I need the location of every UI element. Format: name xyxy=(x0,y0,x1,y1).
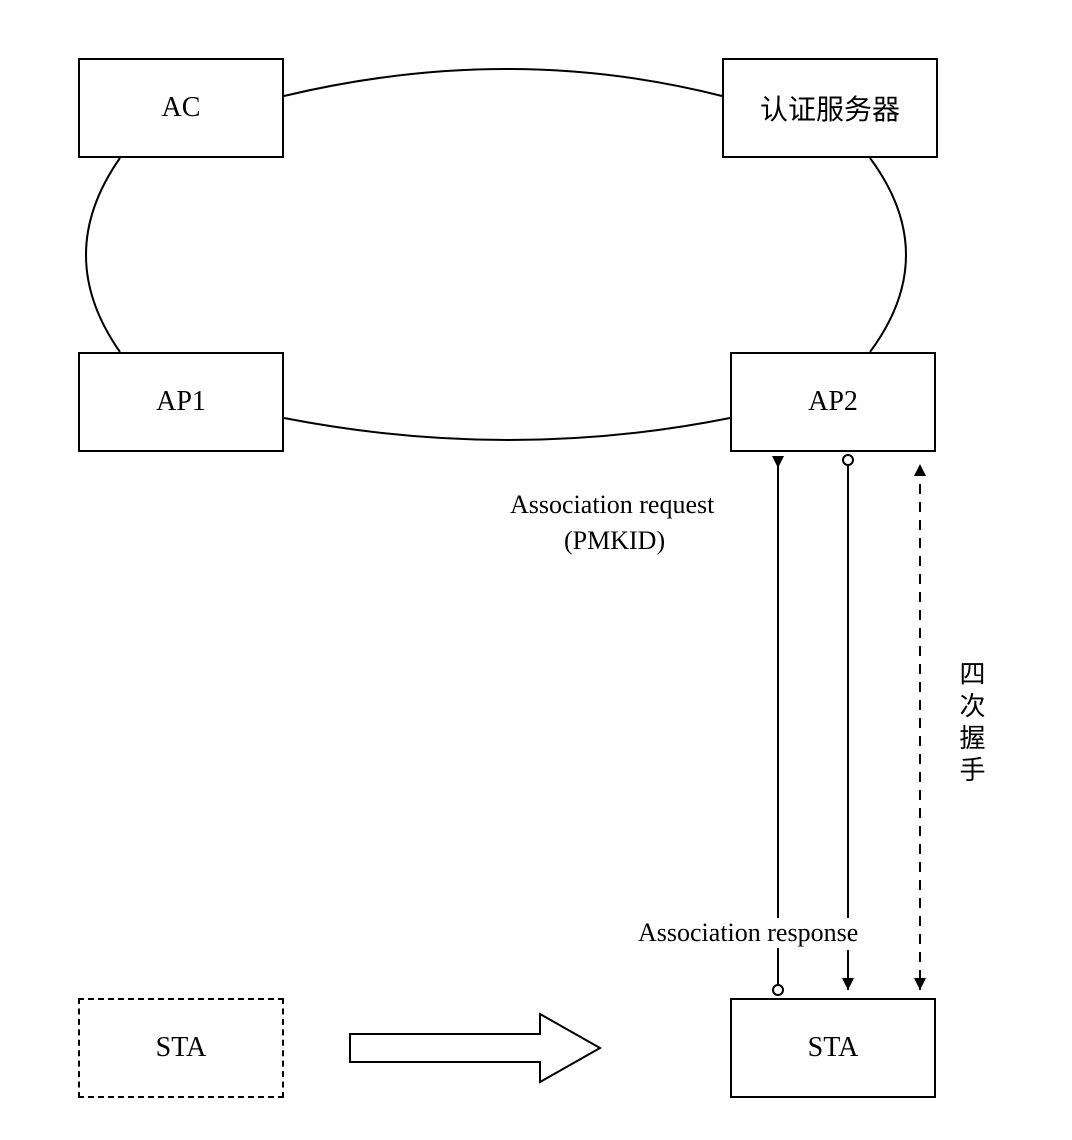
node-sta-new-label: STA xyxy=(808,1032,859,1064)
diagram-canvas xyxy=(0,0,1072,1140)
node-ap1-label: AP1 xyxy=(156,386,206,418)
node-sta-new: STA xyxy=(730,998,936,1098)
arrow-sta-move xyxy=(350,1014,600,1082)
node-ap2-label: AP2 xyxy=(808,386,858,418)
label-assoc-request-2: (PMKID) xyxy=(564,526,665,556)
node-ap2: AP2 xyxy=(730,352,936,452)
node-ap1: AP1 xyxy=(78,352,284,452)
node-auth-server: 认证服务器 xyxy=(722,58,938,158)
edge-ap1-ap2 xyxy=(284,418,730,440)
edge-ac-auth xyxy=(284,69,722,96)
label-assoc-response: Association response xyxy=(636,918,860,948)
edge-ac-ap1 xyxy=(86,158,120,352)
node-ac: AC xyxy=(78,58,284,158)
node-ac-label: AC xyxy=(162,92,201,124)
node-auth-server-label: 认证服务器 xyxy=(760,88,900,128)
node-sta-old: STA xyxy=(78,998,284,1098)
node-sta-old-label: STA xyxy=(156,1032,207,1064)
label-assoc-request-1: Association request xyxy=(510,490,714,520)
label-four-way: 四次握手 xyxy=(952,660,989,788)
edge-auth-ap2 xyxy=(870,158,906,352)
